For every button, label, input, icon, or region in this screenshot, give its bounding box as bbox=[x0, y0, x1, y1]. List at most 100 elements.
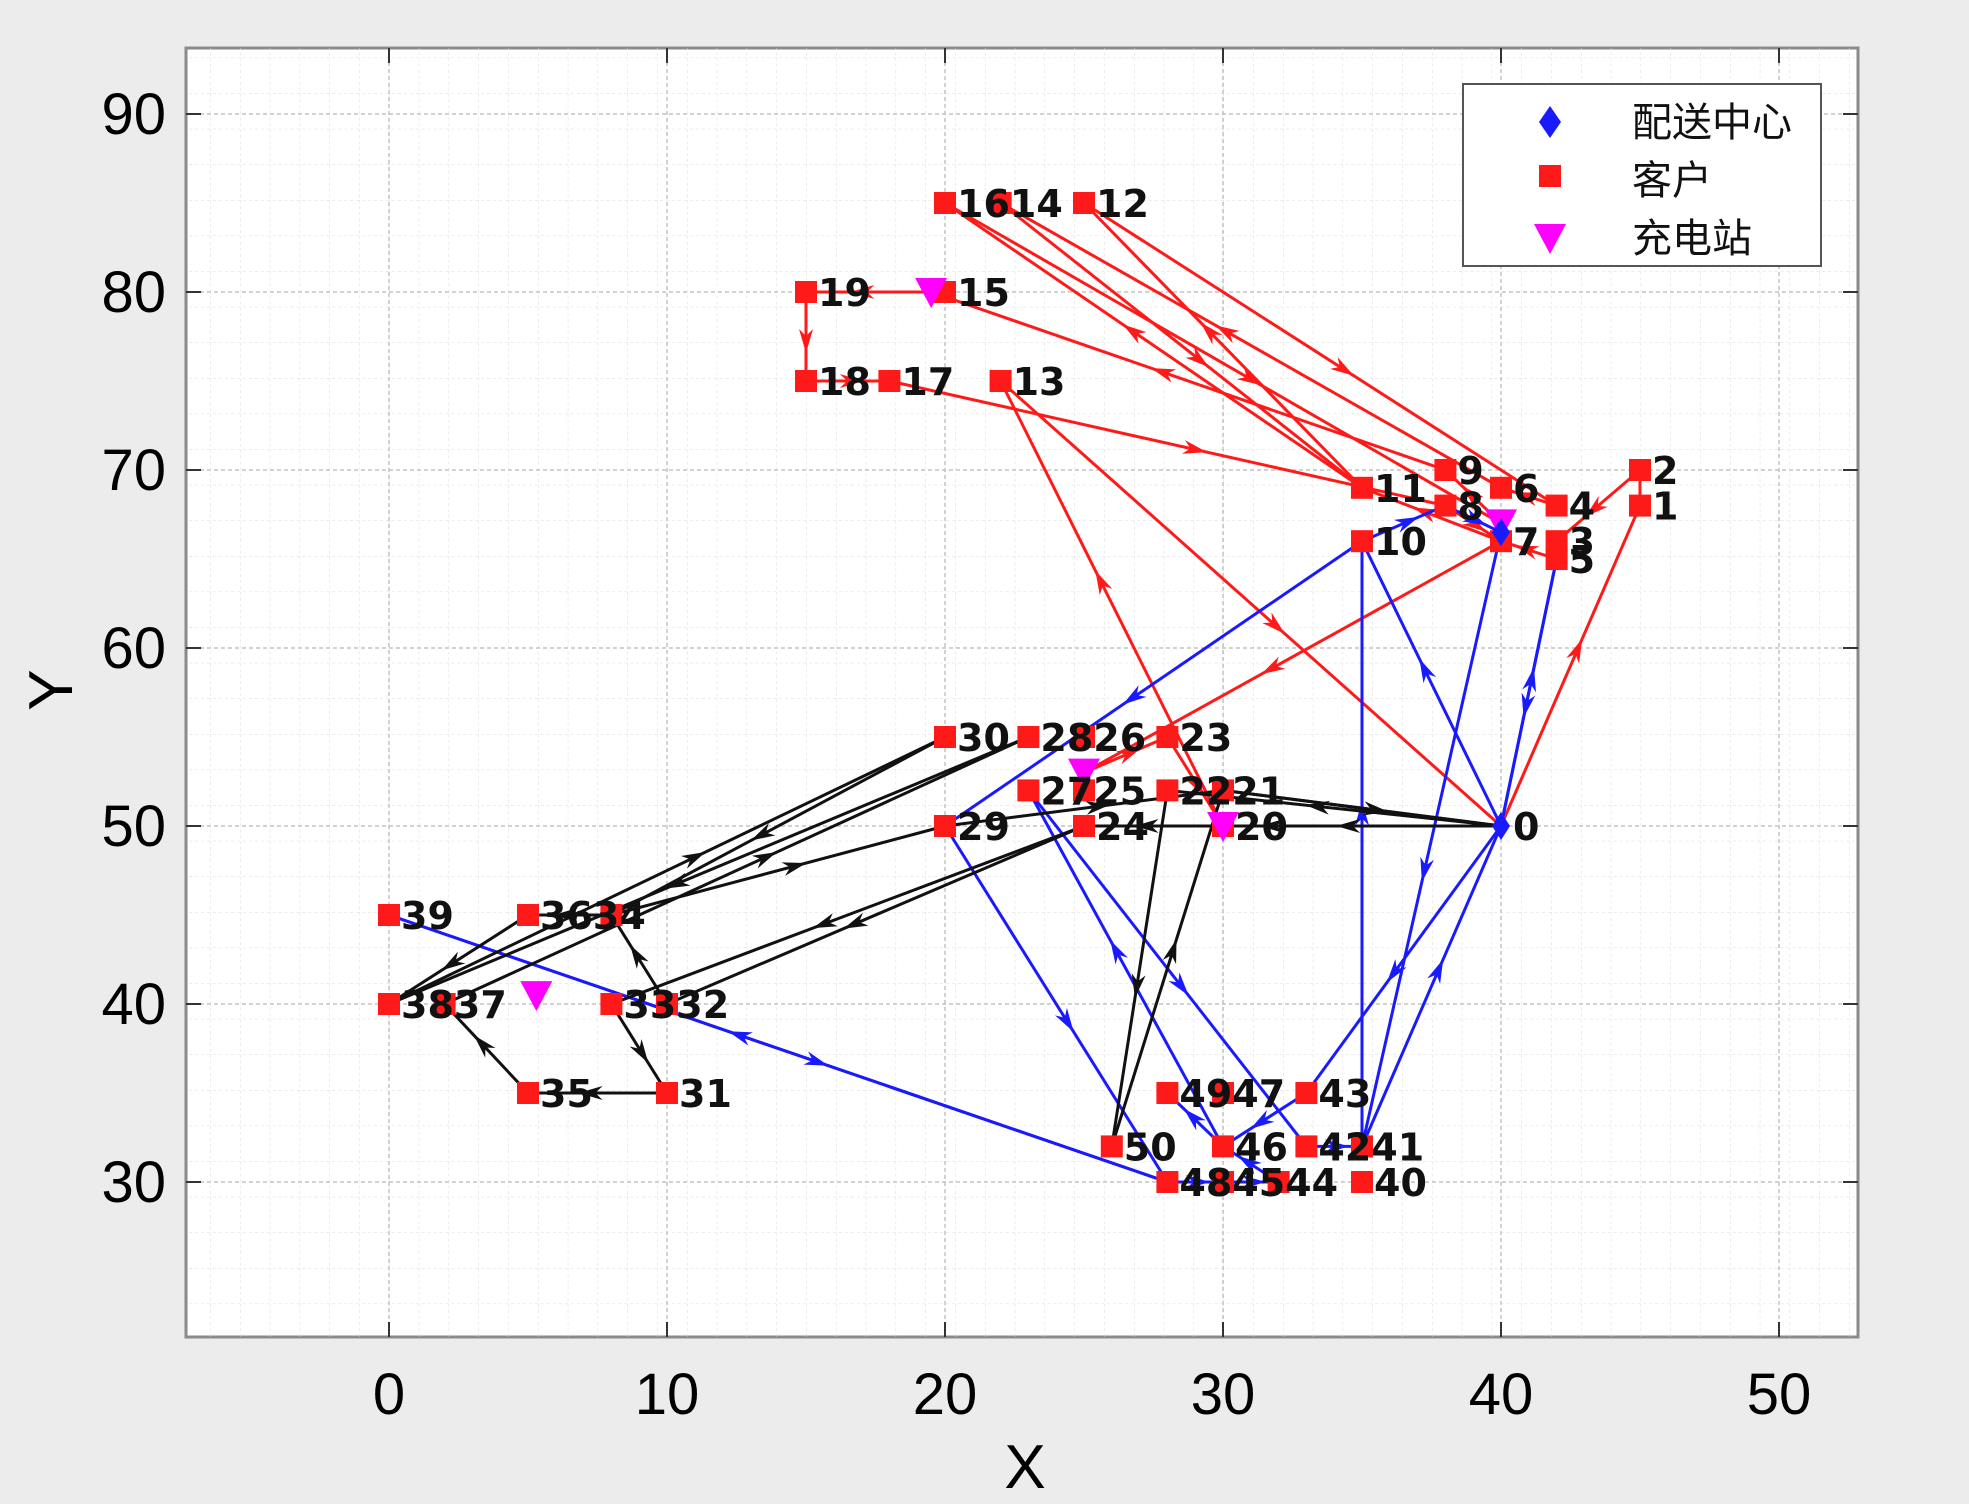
customer-32-marker bbox=[656, 993, 678, 1015]
point-label-43: 43 bbox=[1318, 1072, 1371, 1116]
depot-marker-0 bbox=[1492, 812, 1510, 840]
point-label-6: 6 bbox=[1513, 467, 1539, 511]
customer-45-marker bbox=[1212, 1171, 1234, 1193]
customer-36-marker bbox=[517, 904, 539, 926]
x-tick-label-50: 50 bbox=[1747, 1362, 1812, 1427]
route-black-segment bbox=[1222, 788, 1502, 828]
legend: 配送中心 客户 充电站 bbox=[1462, 83, 1822, 267]
route-black-arrow bbox=[578, 1086, 603, 1100]
customer-9-marker bbox=[1434, 459, 1457, 481]
point-label-23: 23 bbox=[1179, 716, 1232, 760]
route-red-arrow bbox=[1200, 322, 1223, 345]
legend-station-marker bbox=[1534, 224, 1566, 254]
route-black-arrow bbox=[1131, 973, 1146, 999]
point-label-19: 19 bbox=[818, 271, 871, 315]
route-blue-arrow bbox=[1386, 959, 1407, 983]
route-black-arrow bbox=[1363, 801, 1388, 816]
markers bbox=[378, 192, 1651, 1193]
route-black-arrow bbox=[630, 944, 649, 969]
y-axis-label: Y bbox=[17, 669, 86, 710]
route-red-segment bbox=[1083, 201, 1558, 507]
y-tick-label-50: 50 bbox=[101, 794, 166, 859]
x-tick-label-30: 30 bbox=[1191, 1362, 1256, 1427]
route-black-arrow bbox=[1085, 801, 1110, 815]
point-labels: 0123456789101112131614151718192022212324… bbox=[401, 182, 1678, 1205]
route-black-arrow bbox=[750, 823, 776, 841]
customer-46-marker bbox=[1212, 1135, 1234, 1158]
customer-19-marker bbox=[795, 281, 817, 303]
point-label-2: 2 bbox=[1652, 449, 1678, 493]
point-label-3837: 3837 bbox=[401, 983, 507, 1027]
route-black-arrow bbox=[1134, 819, 1159, 833]
customer-6-marker bbox=[1490, 476, 1512, 499]
route-red-segment bbox=[999, 201, 1502, 490]
route-blue-arrow bbox=[1241, 1175, 1266, 1189]
point-label-30: 30 bbox=[957, 716, 1010, 760]
route-red-arrow bbox=[799, 328, 813, 353]
route-red-arrow bbox=[1181, 440, 1207, 454]
route-red-arrow bbox=[1514, 492, 1540, 507]
route-blue-arrow bbox=[1250, 1110, 1275, 1129]
route-black-arrow bbox=[1336, 819, 1361, 833]
route-red-arrow bbox=[1116, 748, 1141, 765]
customer-48-marker bbox=[1156, 1171, 1179, 1193]
route-black-segment bbox=[443, 1002, 530, 1095]
route-black bbox=[388, 735, 1502, 1147]
customer-10-marker bbox=[1351, 530, 1373, 553]
route-black-arrow bbox=[781, 862, 807, 876]
customer-29-marker bbox=[934, 815, 956, 837]
point-label-7: 7 bbox=[1513, 520, 1539, 564]
point-label-13: 13 bbox=[1013, 360, 1066, 404]
point-label-8: 8 bbox=[1457, 485, 1483, 529]
point-label-17: 17 bbox=[901, 360, 954, 404]
customer-22-marker bbox=[1156, 779, 1179, 802]
route-black-segment bbox=[610, 914, 669, 1005]
point-label-10: 10 bbox=[1374, 520, 1427, 564]
customer-3-marker bbox=[1545, 530, 1568, 553]
route-red-segment bbox=[1361, 486, 1502, 543]
route-black-segment bbox=[443, 735, 1030, 1006]
legend-customer-marker bbox=[1539, 165, 1561, 187]
route-red-arrow bbox=[1185, 772, 1205, 797]
route-black-arrow bbox=[680, 851, 706, 869]
customer-25-marker bbox=[1073, 779, 1095, 802]
route-blue-segment bbox=[1360, 531, 1503, 1147]
customer-14-marker bbox=[989, 192, 1012, 214]
route-red-segment bbox=[1083, 539, 1502, 774]
point-label-4947: 4947 bbox=[1179, 1072, 1285, 1116]
major-grid bbox=[186, 48, 1858, 1337]
point-label-40: 40 bbox=[1374, 1161, 1427, 1205]
point-label-12: 12 bbox=[1096, 182, 1149, 226]
legend-box bbox=[1462, 83, 1822, 267]
customer-4-marker bbox=[1545, 494, 1568, 517]
customer-21-marker bbox=[1212, 779, 1234, 802]
y-tick-label-60: 60 bbox=[101, 616, 166, 681]
route-black-segment bbox=[1110, 790, 1169, 1147]
route-red-arrow bbox=[1095, 570, 1113, 596]
route-red-arrow bbox=[1566, 638, 1583, 664]
route-blue-segment bbox=[1360, 540, 1503, 827]
route-red-segment bbox=[1555, 468, 1641, 543]
route-red-segment bbox=[944, 201, 1502, 525]
route-red-segment bbox=[1166, 736, 1225, 827]
route-black-arrow bbox=[751, 852, 777, 869]
customer-16-marker bbox=[934, 192, 956, 214]
route-blue-arrow bbox=[803, 1051, 829, 1066]
customer-24-marker bbox=[1073, 815, 1095, 837]
route-red-arrow bbox=[1461, 485, 1484, 508]
route-black-segment bbox=[388, 735, 946, 1006]
legend-label-customer: 客户 bbox=[1632, 158, 1712, 204]
route-red-segment bbox=[930, 290, 1446, 472]
route-blue-arrow bbox=[1521, 692, 1536, 718]
depot-marker-1 bbox=[1492, 518, 1510, 547]
route-red-arrow bbox=[1262, 612, 1285, 634]
route-black-arrow bbox=[629, 1039, 649, 1064]
point-label-18: 18 bbox=[818, 360, 871, 404]
point-label-2221: 2221 bbox=[1179, 769, 1285, 813]
customer-38-marker bbox=[378, 993, 400, 1015]
customer-42-marker bbox=[1295, 1135, 1318, 1158]
customer-1-marker bbox=[1629, 494, 1651, 517]
route-blue-segment bbox=[388, 913, 1168, 1184]
route-blue-arrow bbox=[1055, 1007, 1074, 1032]
